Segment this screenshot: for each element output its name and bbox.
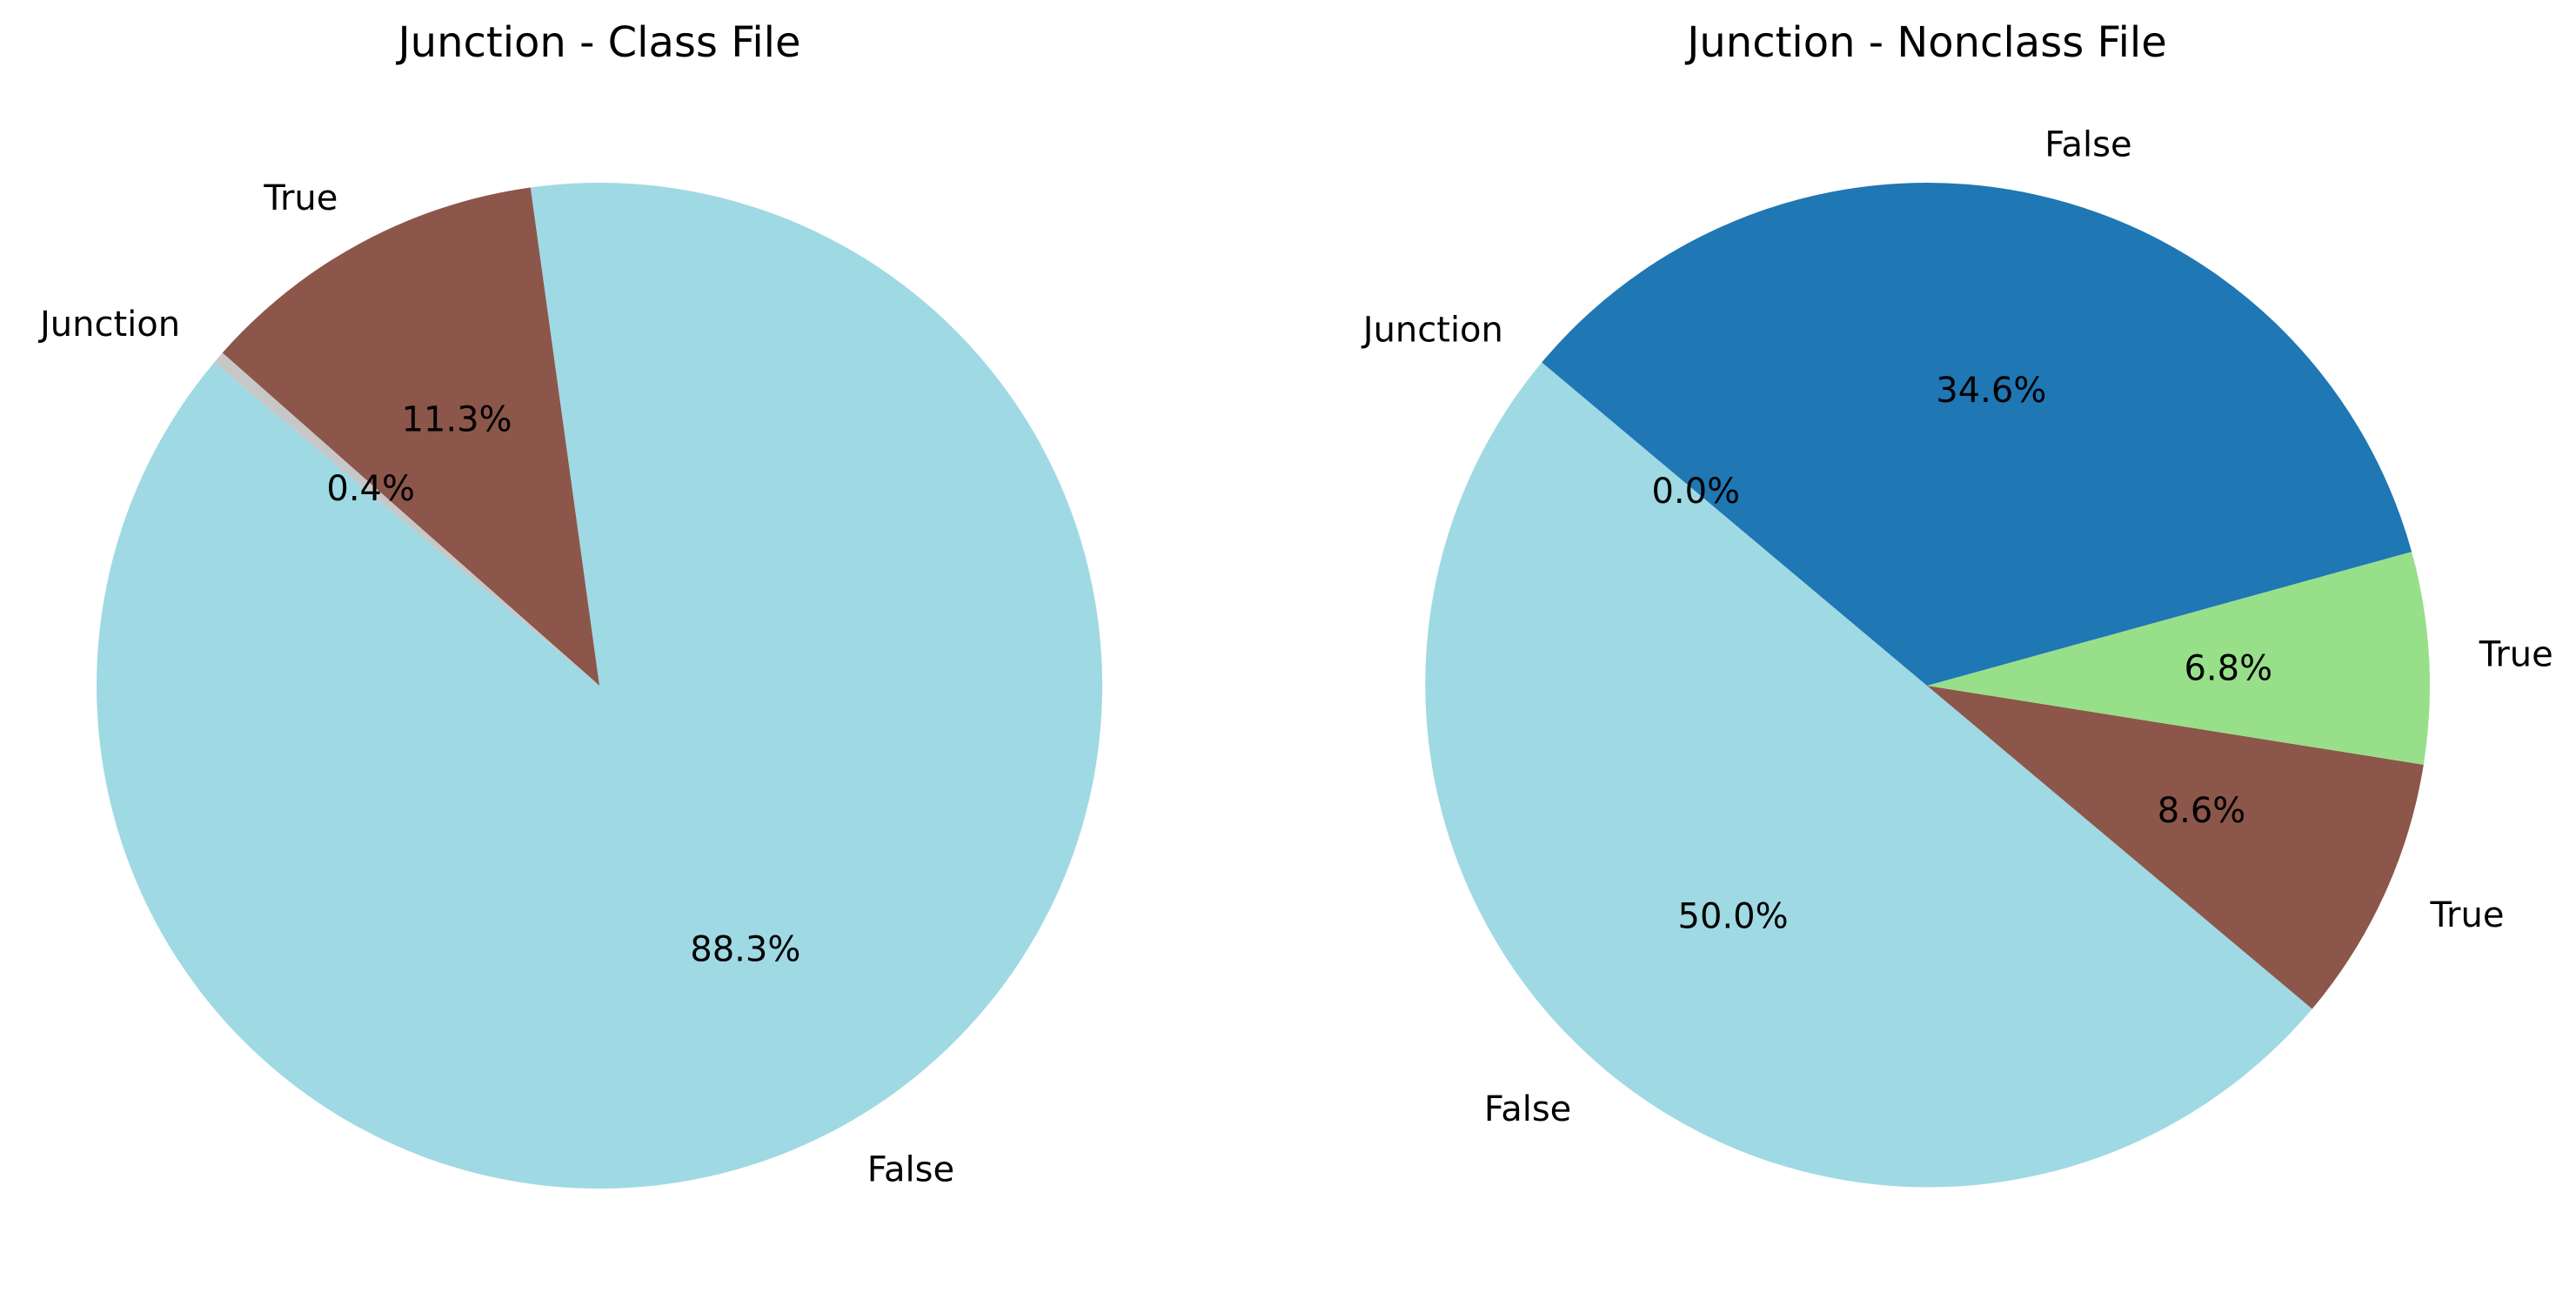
pie-slice-true-1: [1927, 686, 2424, 1009]
pie-slice-false-0: [97, 183, 1103, 1189]
pie-slice-false-3: [1542, 183, 2412, 687]
pct-label-false-0: 50.0%: [1678, 897, 1789, 937]
pct-label-true-1: 8.6%: [2158, 791, 2246, 831]
slice-label-true-2: True: [2479, 635, 2553, 675]
pie-slice-true-1: [222, 187, 599, 686]
pct-label-true-2: 6.8%: [2184, 649, 2272, 689]
pie-slice-junction-2: [214, 352, 600, 686]
slice-label-true-1: True: [2430, 895, 2505, 935]
slice-label-false-3: False: [2044, 125, 2131, 165]
pct-label-false-3: 34.6%: [1936, 371, 2046, 411]
pie-chart-class-file: Junction - Class File False 88.3% True 11.3…: [37, 18, 1103, 1189]
chart-title-class-file: Junction - Class File: [395, 18, 800, 67]
pie-slice-true-2: [1927, 552, 2430, 765]
pct-label-junction-2: 0.4%: [326, 469, 415, 509]
slice-label-true-1: True: [263, 178, 338, 218]
slice-label-false-0: False: [867, 1149, 954, 1189]
pie-slice-false-0: [1425, 362, 2312, 1188]
slice-label-junction-2: Junction: [37, 305, 180, 345]
pct-label-false-0: 88.3%: [690, 930, 800, 970]
pct-label-true-1: 11.3%: [401, 399, 512, 439]
pct-label-junction-4: 0.0%: [1651, 472, 1740, 512]
pie-chart-nonclass-file: Junction - Nonclass File False 50.0% True 8…: [1361, 18, 2553, 1188]
slice-label-junction-4: Junction: [1361, 310, 1503, 350]
chart-title-nonclass-file: Junction - Nonclass File: [1684, 18, 2167, 67]
slice-label-false-0: False: [1484, 1089, 1571, 1129]
